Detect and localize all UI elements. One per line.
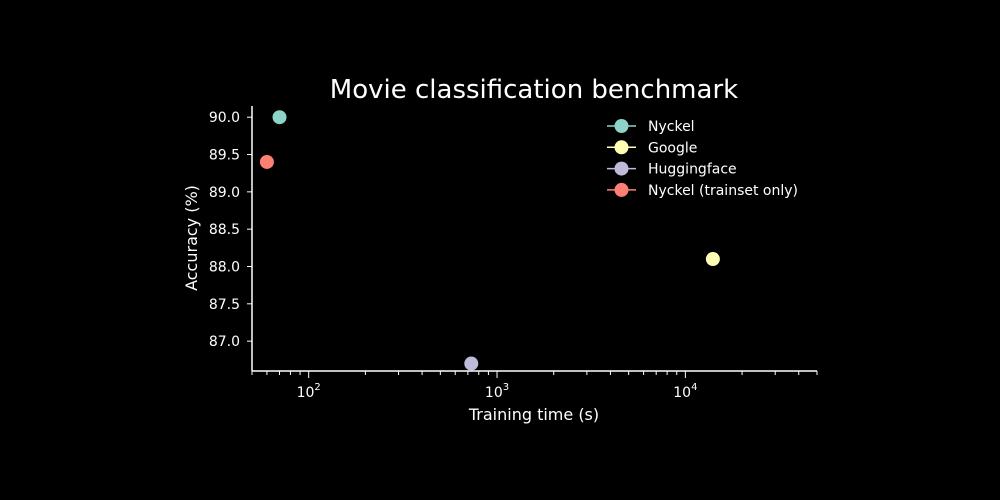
data-point: [259, 154, 274, 169]
y-tick-label: 88.5: [209, 222, 240, 238]
legend-marker: [614, 182, 629, 197]
x-tick-label: 104: [673, 382, 697, 401]
legend: Nyckel Google Huggingface Nyckel (trainset …: [607, 119, 798, 199]
x-tick-label: 103: [485, 382, 509, 401]
data-point: [464, 356, 479, 371]
x-axis-label: Training time (s): [468, 405, 599, 424]
x-tick-base: 10: [673, 385, 691, 401]
legend-label: Nyckel (trainset only): [648, 183, 798, 199]
y-tick-label: 87.5: [209, 297, 240, 313]
x-tick-base: 10: [485, 385, 503, 401]
x-tick-exponent: 3: [503, 382, 509, 393]
y-tick-label: 89.5: [209, 148, 240, 164]
chart-title: Movie classification benchmark: [330, 75, 738, 105]
x-tick-exponent: 4: [691, 382, 697, 393]
legend-label: Huggingface: [648, 162, 737, 178]
legend-label: Google: [648, 140, 697, 156]
legend-marker: [614, 119, 629, 133]
x-tick-label: 102: [297, 382, 321, 401]
y-tick-label: 89.0: [209, 185, 240, 201]
y-tick-label: 87.0: [209, 334, 240, 350]
y-tick-label: 88.0: [209, 259, 240, 275]
y-axis-label: Accuracy (%): [182, 185, 201, 291]
y-tick-label: 90.0: [209, 110, 240, 126]
x-tick-exponent: 2: [314, 382, 320, 393]
data-point: [705, 252, 720, 267]
legend-marker: [614, 140, 629, 155]
data-points: [259, 110, 720, 371]
data-point: [272, 110, 287, 125]
legend-label: Nyckel: [648, 119, 695, 135]
legend-marker: [614, 161, 629, 176]
x-tick-base: 10: [297, 385, 315, 401]
